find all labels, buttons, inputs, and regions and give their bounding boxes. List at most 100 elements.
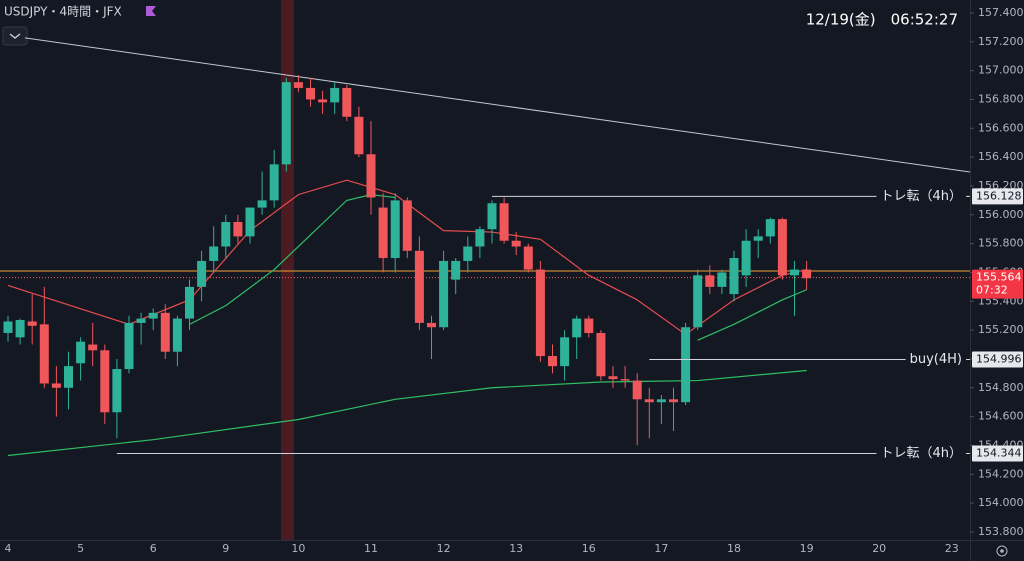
- candle-body: [185, 286, 194, 319]
- candle-body: [572, 318, 582, 338]
- level-badge-label: 156.128: [976, 189, 1022, 202]
- candle-body: [741, 240, 751, 276]
- candle-body: [148, 312, 158, 319]
- y-tick-label: 156.600: [978, 121, 1024, 134]
- candle-body: [390, 200, 400, 259]
- candle-body: [523, 246, 533, 270]
- y-tick-label: 155.200: [978, 323, 1024, 336]
- candle-body: [487, 203, 497, 230]
- candle-body: [681, 327, 691, 403]
- y-tick-label: 156.400: [978, 150, 1024, 163]
- x-tick-label: 4: [5, 542, 12, 555]
- x-tick-label: 16: [582, 542, 596, 555]
- collapse-button[interactable]: [2, 26, 28, 46]
- candle-body: [693, 275, 703, 328]
- y-tick-label: 157.400: [978, 6, 1024, 19]
- candle-body: [620, 379, 630, 381]
- candle-body: [402, 200, 412, 251]
- x-tick-label: 9: [222, 542, 229, 555]
- y-tick-label: 155.800: [978, 237, 1024, 250]
- candle-body: [27, 321, 37, 326]
- level-label-bg: [905, 350, 966, 369]
- y-tick-label: 154.200: [978, 467, 1024, 480]
- candle-body: [535, 269, 545, 357]
- level-badge: [972, 351, 1023, 368]
- y-tick-label: 156.000: [978, 208, 1024, 221]
- candle-body: [342, 87, 352, 117]
- candle-body: [499, 203, 509, 241]
- candle-body: [233, 221, 243, 237]
- moving-average: [7, 179, 807, 336]
- candle-body: [136, 318, 146, 323]
- candle-body: [124, 322, 134, 370]
- level-label: トレ転（4h）: [880, 189, 962, 204]
- current-price-badge: [972, 269, 1023, 299]
- candle-body: [475, 229, 485, 247]
- level-badge: [972, 188, 1023, 205]
- y-tick-label: 157.000: [978, 64, 1024, 77]
- candle-body: [100, 350, 110, 413]
- level-badge: [972, 445, 1023, 462]
- candle-body: [790, 269, 799, 276]
- candle-body: [160, 312, 170, 352]
- candle-body: [765, 219, 775, 237]
- candle-body: [245, 207, 255, 237]
- candle-body: [197, 260, 207, 287]
- countdown: 07:32: [976, 284, 1008, 297]
- candle-body: [221, 221, 231, 247]
- clock: 12/19(金) 06:52:27: [806, 11, 958, 29]
- candle-body: [39, 324, 49, 384]
- candle-body: [318, 99, 328, 103]
- candle-body: [753, 236, 763, 241]
- x-tick-label: 12: [437, 542, 451, 555]
- candle-body: [209, 246, 219, 261]
- candle-body: [560, 337, 570, 367]
- y-tick-label: 156.800: [978, 92, 1024, 105]
- candle-body: [281, 82, 291, 165]
- y-tick-label: 154.600: [978, 410, 1024, 423]
- candle-body: [306, 87, 315, 100]
- candle-body: [15, 320, 25, 338]
- x-tick-label: 18: [727, 542, 741, 555]
- level-badge-label: 154.996: [976, 353, 1022, 366]
- candle-body: [330, 87, 340, 103]
- session-highlight: [281, 0, 294, 540]
- x-tick-label: 23: [945, 542, 959, 555]
- candle-body: [414, 250, 424, 323]
- candle-body: [112, 369, 122, 413]
- current-price-label: 155.564: [976, 271, 1022, 284]
- candle-body: [632, 380, 642, 400]
- candle-body: [656, 399, 666, 403]
- candle-body: [644, 399, 654, 403]
- candle-body: [548, 356, 557, 367]
- level-label-bg: [876, 187, 966, 206]
- candle-body: [596, 332, 606, 377]
- level-badge-label: 154.344: [976, 447, 1022, 460]
- candle-body: [64, 366, 73, 388]
- candle-body: [729, 258, 739, 295]
- x-tick-label: 13: [509, 542, 523, 555]
- trend-line: [24, 37, 971, 173]
- x-tick-label: 10: [291, 542, 305, 555]
- chevron-icon: [9, 33, 21, 39]
- x-tick-label: 6: [150, 542, 157, 555]
- settings-icon[interactable]: [996, 545, 1008, 557]
- candle-body: [777, 219, 787, 276]
- candle-body: [584, 318, 594, 333]
- level-label: buy(4H): [910, 352, 962, 367]
- candle-body: [451, 260, 461, 280]
- symbol: USDJPY・4時間・JFX: [4, 5, 122, 19]
- x-tick-label: 5: [77, 542, 84, 555]
- x-tick-label: 19: [800, 542, 814, 555]
- candle-body: [378, 207, 388, 259]
- candle-body: [608, 376, 618, 380]
- level-label: トレ転（4h）: [880, 446, 962, 461]
- candle-body: [172, 318, 182, 352]
- candle-body: [717, 272, 727, 287]
- flag-icon: [146, 6, 156, 16]
- candle-body: [705, 275, 715, 287]
- candle-body: [463, 246, 473, 261]
- candle-body: [354, 116, 364, 155]
